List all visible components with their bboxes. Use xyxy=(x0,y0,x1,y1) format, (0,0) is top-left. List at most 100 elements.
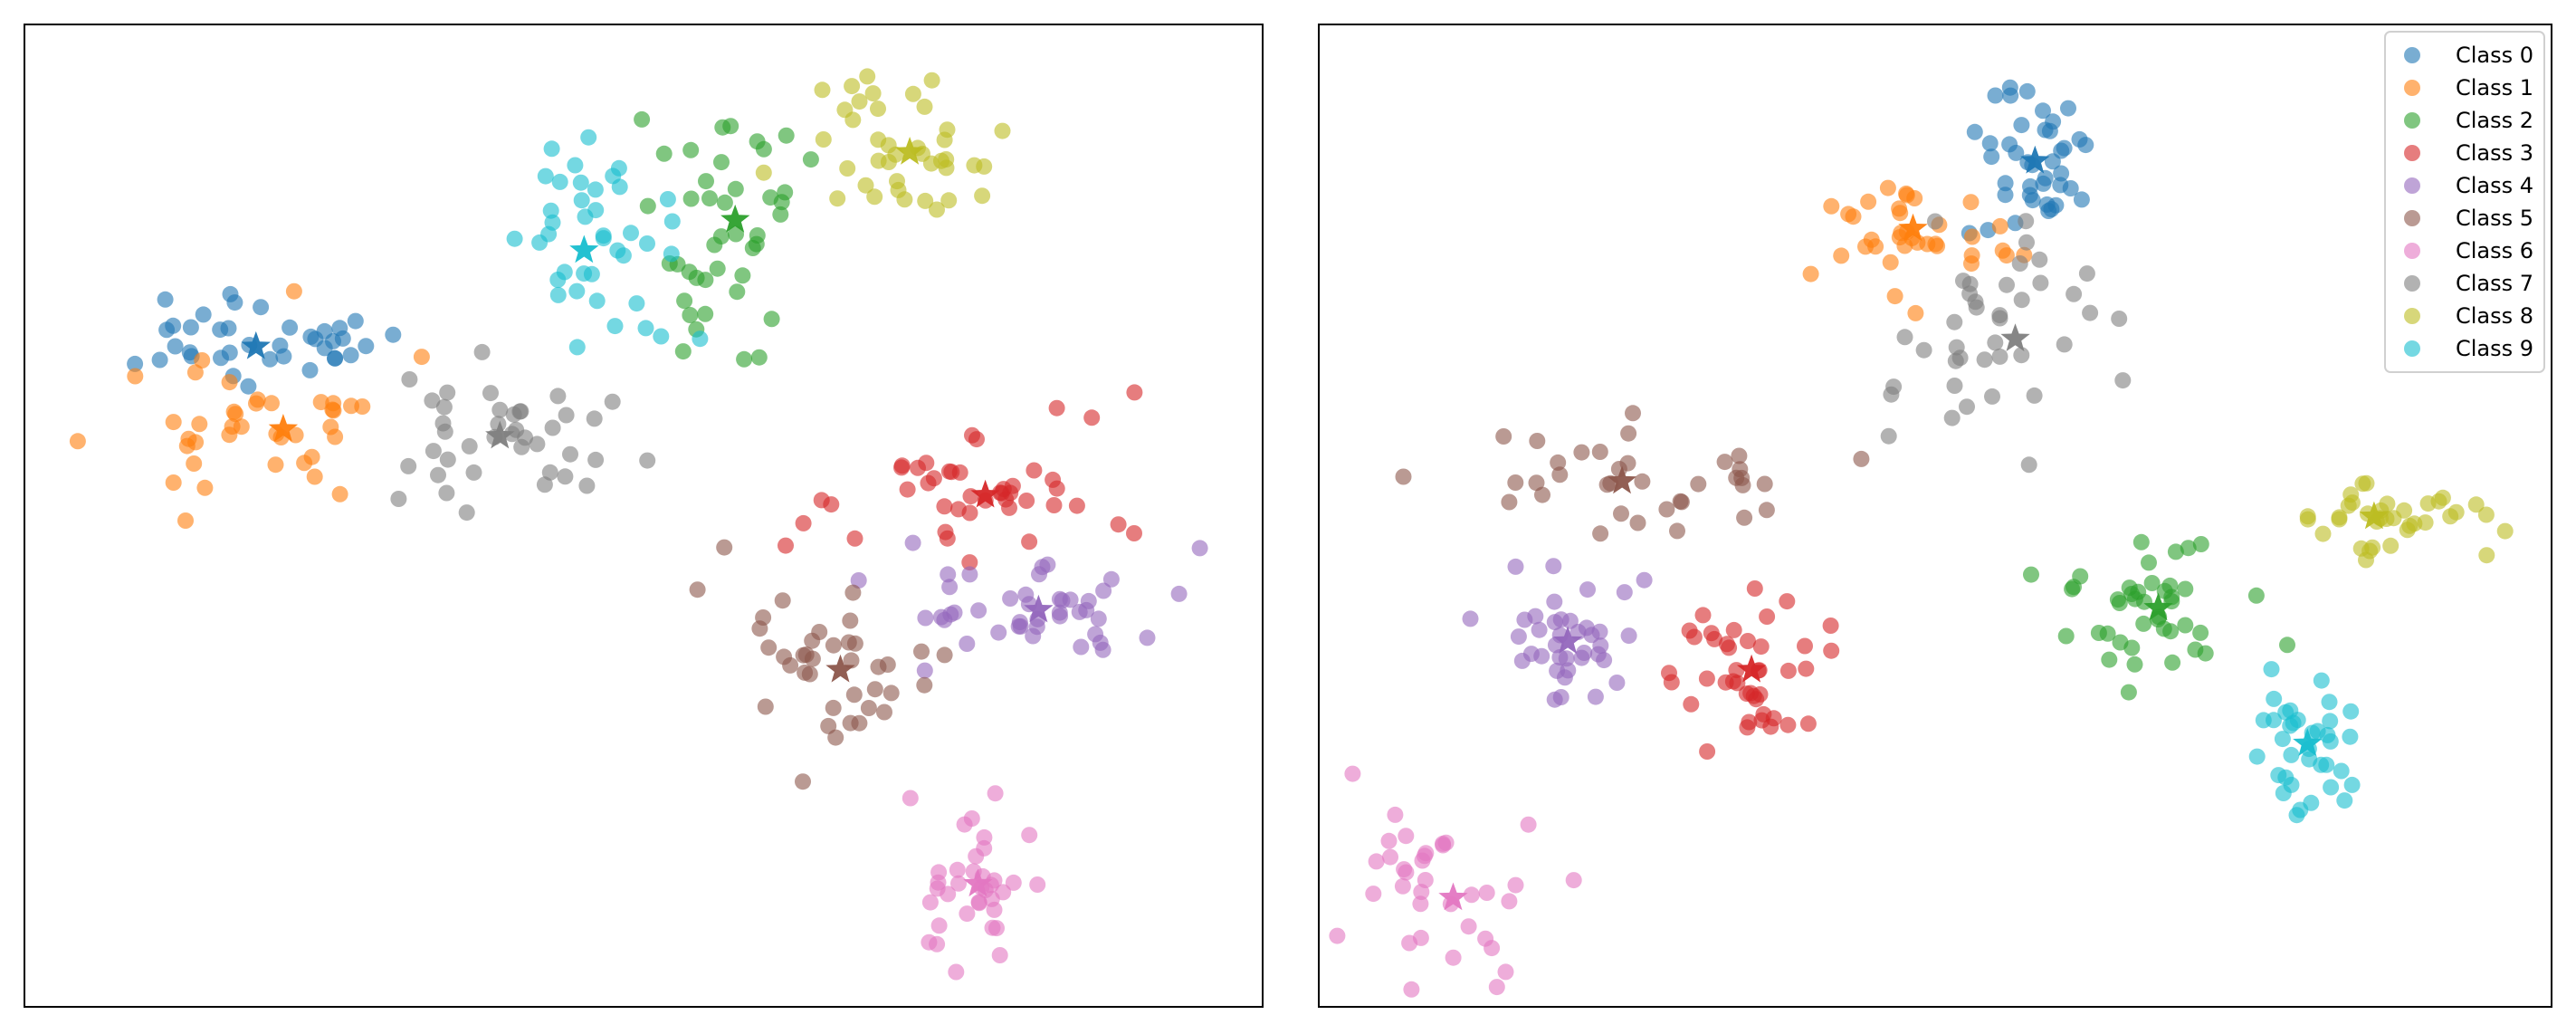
point-class-7 xyxy=(1968,299,1985,316)
point-class-1 xyxy=(1963,255,1980,273)
point-class-8 xyxy=(938,151,955,168)
point-class-2 xyxy=(802,151,819,168)
point-class-7 xyxy=(1976,351,1993,369)
legend-marker-class-3 xyxy=(2404,145,2420,161)
point-class-1 xyxy=(343,397,359,415)
point-class-0 xyxy=(262,350,279,368)
point-class-4 xyxy=(1095,582,1112,599)
point-class-1 xyxy=(186,455,203,472)
point-class-7 xyxy=(2013,347,2030,364)
point-class-5 xyxy=(801,665,818,683)
point-class-3 xyxy=(961,554,978,571)
point-class-3 xyxy=(1779,662,1797,679)
point-class-2 xyxy=(2197,645,2214,662)
point-class-8 xyxy=(2382,537,2399,554)
point-class-2 xyxy=(750,349,768,366)
point-class-3 xyxy=(1681,622,1698,639)
point-class-6 xyxy=(986,901,1003,918)
point-class-7 xyxy=(424,392,441,409)
point-class-2 xyxy=(712,228,730,245)
point-class-2 xyxy=(713,154,730,171)
point-class-2 xyxy=(634,110,651,128)
point-class-9 xyxy=(653,328,670,345)
point-class-2 xyxy=(2247,587,2265,604)
point-class-0 xyxy=(222,285,239,302)
point-class-7 xyxy=(1946,313,1963,330)
point-class-0 xyxy=(213,349,229,367)
point-class-3 xyxy=(1759,608,1776,625)
point-class-9 xyxy=(2270,767,2287,784)
point-class-3 xyxy=(1725,621,1742,638)
point-class-9 xyxy=(2322,732,2339,750)
point-class-1 xyxy=(191,416,208,433)
point-class-6 xyxy=(930,864,948,881)
point-class-2 xyxy=(2023,566,2039,583)
point-class-0 xyxy=(2053,142,2070,159)
point-class-9 xyxy=(2343,776,2361,793)
point-class-9 xyxy=(2274,731,2291,748)
point-class-0 xyxy=(1981,135,1999,152)
point-class-7 xyxy=(473,343,491,360)
legend-label-class-0: Class 0 xyxy=(2456,43,2533,68)
point-class-6 xyxy=(1412,895,1429,913)
point-class-4 xyxy=(1546,593,1563,610)
point-class-6 xyxy=(995,884,1012,901)
point-class-2 xyxy=(2141,554,2157,571)
point-class-6 xyxy=(902,790,919,807)
point-class-3 xyxy=(1026,462,1043,479)
point-class-8 xyxy=(2406,515,2423,532)
point-class-2 xyxy=(2192,624,2209,641)
point-class-7 xyxy=(1943,409,1961,426)
point-class-3 xyxy=(1694,607,1712,624)
point-class-8 xyxy=(916,98,933,115)
point-class-6 xyxy=(1413,884,1430,901)
point-class-8 xyxy=(755,164,772,181)
point-class-1 xyxy=(1860,193,1877,210)
point-class-6 xyxy=(1501,893,1518,910)
point-class-5 xyxy=(1634,473,1651,490)
point-class-5 xyxy=(755,609,772,626)
point-class-4 xyxy=(1094,641,1111,658)
point-class-7 xyxy=(2032,274,2049,292)
point-class-8 xyxy=(844,78,861,95)
point-class-1 xyxy=(285,282,302,300)
point-class-7 xyxy=(1880,427,1897,445)
point-class-6 xyxy=(1344,765,1361,782)
point-class-8 xyxy=(2352,540,2370,557)
point-class-5 xyxy=(1507,474,1524,491)
point-class-9 xyxy=(610,159,627,177)
centroid-star-class-2 xyxy=(720,204,750,233)
centroid-star-class-7 xyxy=(2000,323,2030,351)
legend-marker-class-0 xyxy=(2404,47,2420,63)
legend-box xyxy=(2384,31,2545,373)
point-class-5 xyxy=(1732,461,1749,478)
point-class-5 xyxy=(795,773,811,790)
legend-label-class-6: Class 6 xyxy=(2456,238,2533,263)
point-class-6 xyxy=(921,894,939,911)
point-class-3 xyxy=(813,492,830,509)
point-class-9 xyxy=(2342,703,2360,720)
point-class-3 xyxy=(1048,480,1065,497)
point-class-1 xyxy=(1907,304,1924,321)
point-class-0 xyxy=(2008,144,2025,161)
point-class-0 xyxy=(325,332,341,349)
point-class-2 xyxy=(681,263,698,281)
point-class-0 xyxy=(151,351,168,369)
point-class-3 xyxy=(993,484,1010,502)
left-scatter-plot xyxy=(24,24,1264,1008)
point-class-4 xyxy=(1587,688,1604,705)
point-class-7 xyxy=(430,466,446,483)
point-class-0 xyxy=(2013,117,2030,134)
point-class-7 xyxy=(1984,388,2000,405)
point-class-9 xyxy=(2303,794,2320,811)
point-class-6 xyxy=(1329,927,1346,944)
legend-marker-class-6 xyxy=(2404,243,2420,259)
point-class-1 xyxy=(186,364,204,381)
point-class-5 xyxy=(1669,522,1685,540)
point-class-2 xyxy=(755,140,772,158)
point-class-2 xyxy=(2192,536,2209,552)
point-class-0 xyxy=(2001,79,2018,96)
point-class-6 xyxy=(949,861,966,878)
legend-marker-class-1 xyxy=(2404,80,2420,96)
point-class-7 xyxy=(436,423,453,440)
